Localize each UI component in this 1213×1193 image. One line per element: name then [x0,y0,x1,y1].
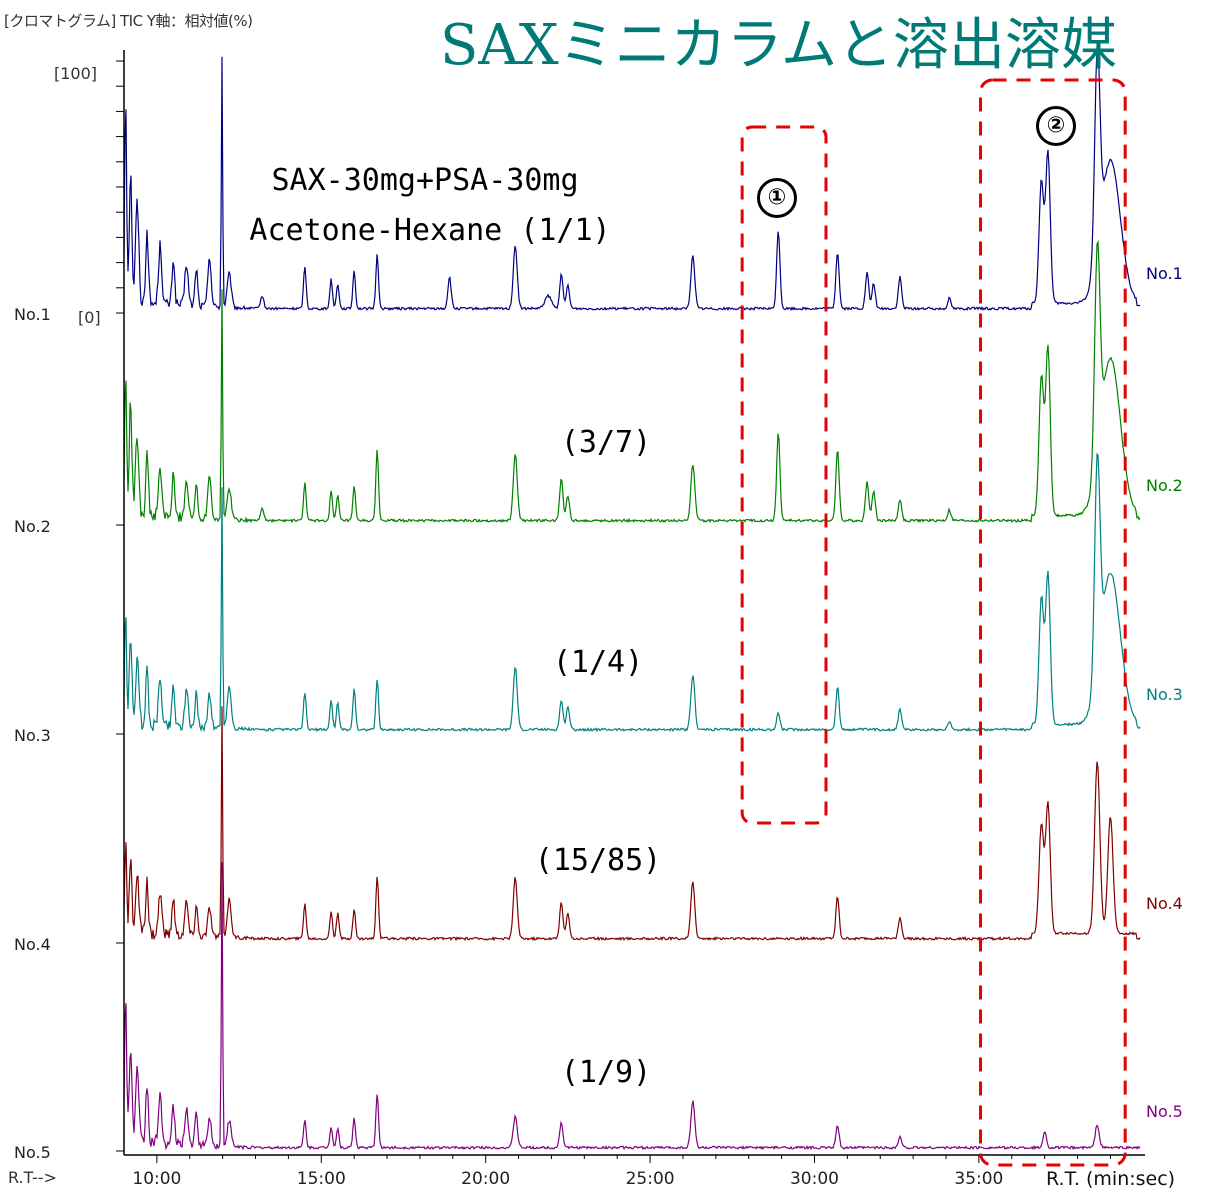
series-end-label-no3: No.3 [1146,685,1183,704]
series-row-label-no4: No.4 [14,935,51,954]
chromatogram-traces: No.1 No.1 No.2 No.2 No.3 No.3 No.4 No.4 No.5 No.5 [14,46,1183,1162]
ratio-label-no5: (1/9) [560,1055,652,1090]
series-line-no2 [123,239,1141,524]
rt-arrow-label: R.T--> [8,1168,57,1187]
slide-title: SAXミニカラムと溶出溶媒 [440,13,1117,78]
x-tick-label: 35:00 [954,1169,1003,1189]
y-axis-zero-label: [0] [78,308,101,327]
highlight-boxes [740,78,1127,1167]
region-1-marker: ① [757,178,797,218]
ratio-label-no2: (3/7) [560,425,652,460]
series-end-label-no1: No.1 [1146,264,1183,283]
series-row-label-no1: No.1 [14,305,51,324]
rt-axis-label: R.T. (min:sec) [1046,1168,1176,1190]
series-line-no1 [123,46,1141,311]
x-tick-label: 10:00 [132,1169,181,1189]
y-axis-top-label: [100] [54,64,98,83]
ratio-label-no3: (1/4) [552,645,644,680]
x-tick-label: 15:00 [297,1169,346,1189]
chart-axes: 10:00 15:00 20:00 25:00 30:00 35:00 [116,50,1145,1189]
series-end-label-no5: No.5 [1146,1102,1183,1121]
series-line-no5 [123,862,1141,1151]
sample-condition-line1: SAX-30mg+PSA-30mg [271,163,579,198]
x-tick-label: 25:00 [626,1169,675,1189]
highlight-box-region-1 [740,125,828,825]
chromatogram-header: [クロマトグラム] TIC Y軸：相対値(%) [4,12,253,30]
x-tick-label: 20:00 [461,1169,510,1189]
ratio-label-no4: (15/85) [534,843,662,878]
series-line-no3 [123,452,1141,733]
series-row-label-no5: No.5 [14,1143,51,1162]
highlight-box-region-2 [979,78,1127,1167]
series-row-label-no3: No.3 [14,726,51,745]
series-end-label-no2: No.2 [1146,476,1183,495]
series-end-label-no4: No.4 [1146,894,1183,913]
sample-condition-line2: Acetone-Hexane (1/1) [249,213,611,248]
series-line-no4 [123,706,1141,942]
x-tick-label: 30:00 [790,1169,839,1189]
series-row-label-no2: No.2 [14,517,51,536]
region-2-marker: ② [1036,106,1076,146]
